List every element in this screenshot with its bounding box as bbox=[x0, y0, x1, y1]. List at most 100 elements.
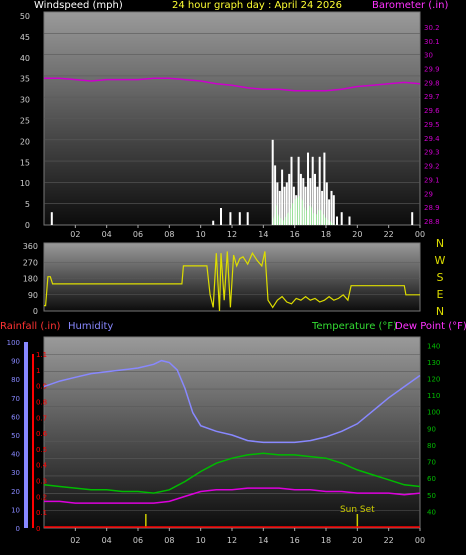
humidity-line bbox=[43, 359, 421, 444]
compass-letter: E bbox=[437, 288, 444, 301]
temp-grid bbox=[44, 354, 420, 511]
dewpoint-line bbox=[44, 487, 421, 504]
rainfall-axis-title: Rainfall (.in) bbox=[0, 321, 61, 332]
barometer-y-tick-label: 28.8 bbox=[424, 218, 440, 226]
sunset-label: Sun Set bbox=[340, 505, 375, 515]
humidity-y-tick-label: 20 bbox=[11, 488, 20, 496]
temp-plot-area bbox=[43, 336, 421, 529]
wind-y-tick-label: 50 bbox=[20, 12, 30, 21]
x-tick-label: 20 bbox=[352, 230, 362, 239]
compass-letter: W bbox=[435, 254, 446, 267]
compass-letter: N bbox=[436, 237, 444, 250]
windspeed-bar bbox=[348, 216, 351, 225]
wind-y-tick-label: 45 bbox=[20, 33, 30, 42]
wind-y-tick-label: 30 bbox=[20, 96, 30, 105]
rain-y-tick-label: 1.1 bbox=[36, 351, 47, 359]
wind-y-tick-label: 20 bbox=[20, 137, 30, 146]
temperature-y-tick-label: 100 bbox=[427, 409, 440, 417]
barometer-y-tick-label: 29.2 bbox=[424, 163, 440, 171]
rain-y-tick-label: 0.1 bbox=[36, 509, 47, 517]
humidity-y-tick-label: 80 bbox=[11, 376, 20, 384]
humidity-y-tick-label: 40 bbox=[11, 451, 20, 459]
rain-y-tick-label: 0.7 bbox=[36, 414, 47, 422]
humidity-axis-bar bbox=[24, 342, 28, 528]
humidity-y-tick-label: 100 bbox=[7, 339, 20, 347]
temperature-y-tick-label: 40 bbox=[427, 508, 436, 516]
x-tick-label: 18 bbox=[321, 536, 331, 545]
x-tick-label: 02 bbox=[70, 536, 80, 545]
windspeed-bar bbox=[302, 178, 305, 225]
temperature-y-tick-label: 120 bbox=[427, 376, 440, 384]
temperature-y-tick-label: 110 bbox=[427, 392, 440, 400]
humidity-y-tick-label: 10 bbox=[11, 506, 20, 514]
barometer-y-tick-label: 30.2 bbox=[424, 24, 440, 32]
direction-y-tick-label: 360 bbox=[23, 242, 38, 251]
windspeed-bar bbox=[330, 190, 333, 225]
barometer-y-tick-label: 29.3 bbox=[424, 149, 440, 157]
direction-line bbox=[44, 251, 420, 312]
dewpoint-axis-title: Dew Point (°F) bbox=[395, 321, 466, 332]
barometer-y-tick-label: 29.6 bbox=[424, 107, 440, 115]
barometer-y-tick-label: 29.4 bbox=[424, 135, 440, 143]
windspeed-series bbox=[50, 139, 414, 225]
temperature-y-tick-label: 70 bbox=[427, 459, 436, 467]
windspeed-bar bbox=[340, 212, 343, 225]
temperature-y-tick-label: 140 bbox=[427, 342, 440, 350]
x-tick-label: 14 bbox=[258, 536, 268, 545]
windspeed-bar bbox=[292, 186, 295, 225]
x-tick-label: 18 bbox=[321, 230, 331, 239]
wind-y-tick-label: 10 bbox=[20, 179, 30, 188]
windspeed-bar bbox=[238, 212, 241, 225]
wind-y-tick-label: 5 bbox=[25, 200, 30, 209]
rain-y-tick-label: 0.5 bbox=[36, 446, 47, 454]
rain-axis-bar bbox=[32, 354, 34, 528]
humidity-y-tick-label: 70 bbox=[11, 395, 20, 403]
barometer-y-tick-label: 29.8 bbox=[424, 79, 440, 87]
windspeed-bar bbox=[295, 195, 298, 225]
direction-y-tick-label: 90 bbox=[28, 291, 38, 300]
direction-y-tick-label: 0 bbox=[33, 307, 38, 316]
rain-y-tick-label: 0.8 bbox=[36, 398, 47, 406]
barometer-axis-title: Barometer (.in) bbox=[372, 0, 449, 11]
barometer-y-tick-label: 29 bbox=[424, 190, 433, 198]
x-tick-label: 14 bbox=[258, 230, 268, 239]
windspeed-bar bbox=[321, 190, 324, 225]
rain-y-ticks: 1.1 1 0.9 0.8 0.7 0.6 0.5 0.4 0.3 0.2 0.1 0 bbox=[36, 351, 48, 533]
direction-y-tick-label: 180 bbox=[23, 275, 38, 284]
temperature-axis-title: Temperature (°F) bbox=[312, 321, 398, 332]
windspeed-bar bbox=[328, 199, 331, 225]
temperature-y-ticks: 140 130 120 110 100 90 80 70 60 50 40 bbox=[427, 342, 440, 516]
x-tick-label: 08 bbox=[164, 230, 174, 239]
x-tick-label: 12 bbox=[227, 230, 237, 239]
windspeed-bar bbox=[311, 156, 314, 225]
rain-y-tick-label: 0.2 bbox=[36, 493, 47, 501]
windspeed-axis-title: Windspeed (mph) bbox=[34, 0, 123, 11]
windspeed-bar bbox=[299, 173, 302, 225]
wind-y-tick-label: 35 bbox=[20, 75, 30, 84]
x-tick-label: 22 bbox=[384, 536, 394, 545]
windspeed-bar bbox=[274, 165, 277, 225]
temperature-y-tick-label: 80 bbox=[427, 442, 436, 450]
temperature-y-tick-label: 60 bbox=[427, 475, 436, 483]
wind-y-tick-label: 0 bbox=[25, 221, 30, 230]
barometer-line bbox=[44, 77, 421, 92]
windspeed-bar bbox=[297, 156, 300, 225]
windspeed-bar bbox=[309, 178, 312, 225]
x-tick-label: 06 bbox=[133, 230, 143, 239]
windspeed-bar bbox=[288, 173, 291, 225]
direction-y-ticks: 360 270 180 90 0 bbox=[23, 242, 38, 316]
wind-y-tick-label: 25 bbox=[20, 117, 30, 126]
temperature-line bbox=[43, 452, 421, 494]
windspeed-bar bbox=[285, 182, 288, 225]
windspeed-bar bbox=[336, 216, 338, 225]
humidity-y-tick-label: 60 bbox=[11, 413, 20, 421]
x-tick-label: 02 bbox=[70, 230, 80, 239]
wind-x-ticks: 02 04 06 08 10 12 14 16 18 20 22 00 bbox=[70, 225, 425, 239]
x-tick-label: 22 bbox=[384, 230, 394, 239]
